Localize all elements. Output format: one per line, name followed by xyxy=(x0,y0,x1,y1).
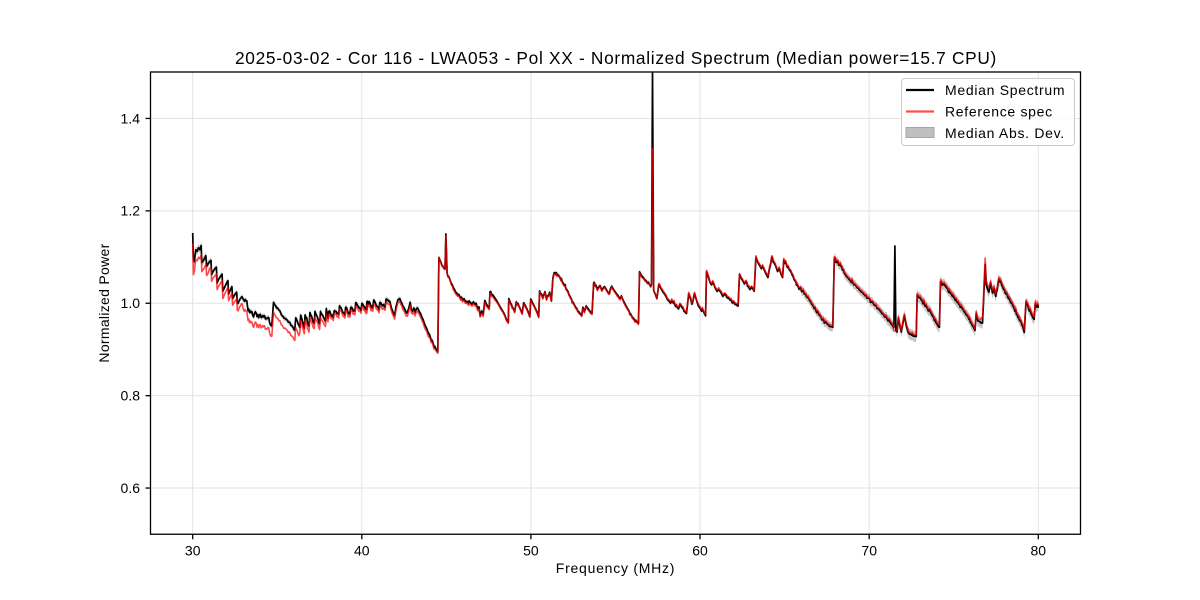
svg-text:Median Spectrum: Median Spectrum xyxy=(945,82,1065,98)
svg-text:Reference spec: Reference spec xyxy=(945,103,1053,119)
svg-text:1.0: 1.0 xyxy=(121,295,141,311)
svg-text:40: 40 xyxy=(354,543,370,559)
svg-text:Normalized Power: Normalized Power xyxy=(96,243,112,362)
svg-text:Frequency (MHz): Frequency (MHz) xyxy=(556,560,675,576)
svg-text:0.6: 0.6 xyxy=(121,480,141,496)
svg-text:2025-03-02 - Cor 116 - LWA053: 2025-03-02 - Cor 116 - LWA053 - Pol XX -… xyxy=(235,48,997,68)
svg-text:70: 70 xyxy=(861,543,877,559)
svg-text:30: 30 xyxy=(185,543,201,559)
svg-text:60: 60 xyxy=(692,543,708,559)
svg-text:Median Abs. Dev.: Median Abs. Dev. xyxy=(945,125,1065,141)
svg-text:0.8: 0.8 xyxy=(121,387,141,403)
svg-text:1.4: 1.4 xyxy=(121,110,141,126)
svg-text:1.2: 1.2 xyxy=(121,203,141,219)
svg-text:80: 80 xyxy=(1031,543,1047,559)
svg-text:50: 50 xyxy=(523,543,539,559)
